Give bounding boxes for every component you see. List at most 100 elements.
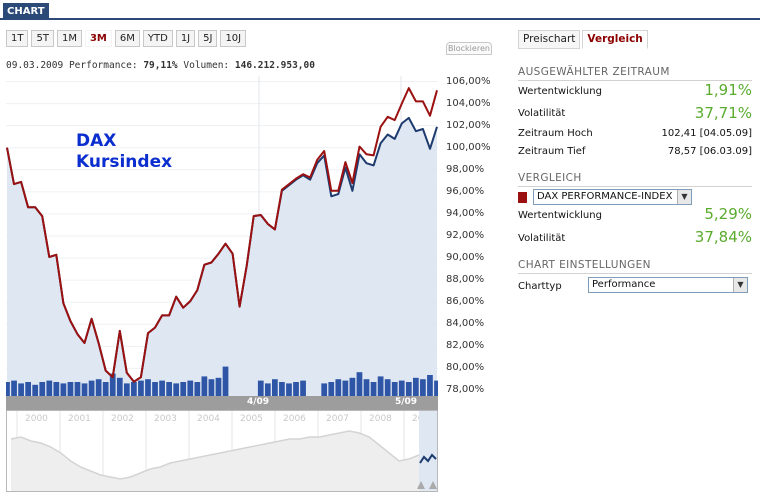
info-date: 09.03.2009 <box>6 60 64 71</box>
volume-bar <box>109 373 116 396</box>
y-tick-label: 98,00% <box>446 163 485 175</box>
charttyp-label: Charttyp <box>518 281 562 292</box>
month-tick: 5/09 <box>395 397 418 407</box>
period-tabs: 1T 5T 1M 3M 6M YTD 1J 5J 10J <box>6 30 247 47</box>
volume-bar <box>159 380 165 396</box>
y-tick-label: 86,00% <box>446 296 485 308</box>
info-performance-value: 79,11% <box>143 60 178 71</box>
zeitraum-tief-value: 78,57 [06.03.09] <box>667 146 752 157</box>
year-tick-label: 2008 <box>369 414 392 424</box>
volume-bar <box>145 379 151 396</box>
y-tick-label: 92,00% <box>446 230 485 241</box>
main-chart[interactable] <box>6 76 438 396</box>
volume-bar <box>272 379 278 396</box>
volume-bar <box>32 384 39 396</box>
left-handle-icon[interactable] <box>417 481 425 489</box>
info-volume-label: Volumen: <box>183 60 230 71</box>
chevron-down-icon[interactable]: ▼ <box>677 190 691 204</box>
right-panel-tabs: Preischart Vergleich <box>518 30 648 49</box>
y-tick-label: 106,00% <box>446 75 491 87</box>
y-tick-label: 102,00% <box>446 119 491 131</box>
right-handle-icon[interactable] <box>429 481 437 489</box>
month-tick: 4/09 <box>247 397 270 407</box>
charttyp-value: Performance <box>592 279 656 290</box>
wertentwicklung-value: 1,91% <box>704 81 752 99</box>
volume-bar <box>370 382 377 396</box>
volume-bar <box>384 379 391 396</box>
year-tick-label: 2000 <box>25 414 48 424</box>
year-tick-label: 2005 <box>240 414 263 424</box>
volume-bar <box>420 379 426 396</box>
volume-bar <box>194 382 201 396</box>
period-tab-5t[interactable]: 5T <box>31 30 54 47</box>
tab-preischart[interactable]: Preischart <box>518 30 581 49</box>
volume-bar <box>123 383 130 396</box>
volume-bar <box>39 382 46 396</box>
volume-bar <box>434 380 438 396</box>
volume-bar <box>95 379 102 396</box>
chevron-down-icon[interactable]: ▼ <box>733 278 747 292</box>
charttyp-select[interactable]: Performance ▼ <box>588 277 748 293</box>
blockieren-button[interactable]: Blockieren <box>446 42 492 55</box>
y-tick-label: 94,00% <box>446 207 485 219</box>
navigator-window-line <box>419 453 437 464</box>
period-tab-10j[interactable]: 10J <box>220 30 247 47</box>
zeitraum-hoch-value: 102,41 [04.05.09] <box>661 128 752 139</box>
navigator-chart[interactable]: 2000200120022003200420052006200720082009 <box>6 410 438 492</box>
y-tick-label: 82,00% <box>446 340 485 352</box>
compare-index-select[interactable]: DAX PERFORMANCE-INDEX ▼ <box>533 189 692 205</box>
volume-bar <box>208 379 215 396</box>
y-tick-label: 90,00% <box>446 252 485 264</box>
period-tab-ytd[interactable]: YTD <box>142 30 173 47</box>
volume-bar <box>405 382 412 396</box>
volume-bar <box>342 380 349 396</box>
volume-bar <box>363 379 370 396</box>
volume-bar <box>173 383 180 396</box>
info-line: 09.03.2009 Performance: 79,11% Volumen: … <box>6 60 315 71</box>
year-tick-label: 2004 <box>197 414 220 424</box>
period-tab-1t[interactable]: 1T <box>6 30 29 47</box>
volume-bars <box>6 366 438 396</box>
period-tab-6m[interactable]: 6M <box>114 30 140 47</box>
tab-vergleich[interactable]: Vergleich <box>582 30 648 49</box>
info-volume-value: 146.212.953,00 <box>234 60 315 71</box>
volatilitaet-value: 37,71% <box>694 104 752 122</box>
navigator-window[interactable] <box>419 411 437 491</box>
navigator-svg: 2000200120022003200420052006200720082009 <box>10 411 437 491</box>
volume-bar <box>427 375 433 396</box>
volume-bar <box>74 382 81 396</box>
volume-bar <box>286 383 292 396</box>
series-overlay-label: DAX Kursindex <box>76 131 172 173</box>
volume-bar <box>81 383 88 396</box>
compare-volatilitaet-label: Volatilität <box>518 233 566 244</box>
compare-wertentwicklung-label: Wertentwicklung <box>518 210 602 221</box>
y-tick-label: 100,00% <box>446 141 491 153</box>
volume-bar <box>279 382 285 396</box>
volume-bar <box>6 382 10 396</box>
y-tick-label: 84,00% <box>446 318 485 330</box>
volume-bar <box>222 366 229 396</box>
y-tick-label: 88,00% <box>446 274 485 286</box>
period-tab-1m[interactable]: 1M <box>56 30 82 47</box>
period-tab-5j[interactable]: 5J <box>198 30 218 47</box>
series-line-dax-performance[interactable] <box>6 87 438 383</box>
year-tick-label: 2007 <box>326 414 349 424</box>
period-tab-1j[interactable]: 1J <box>175 30 196 47</box>
y-tick-label: 96,00% <box>446 185 485 197</box>
volume-bar <box>18 383 24 396</box>
vergleich-title: VERGLEICH <box>518 172 752 187</box>
overlay-label-line1: DAX <box>76 131 117 151</box>
period-tab-3m[interactable]: 3M <box>84 30 112 47</box>
volume-bar <box>264 383 271 396</box>
compare-volatilitaet-value: 37,84% <box>694 228 752 246</box>
selected-period-title: AUSGEWÄHLTER ZEITRAUM <box>518 66 752 81</box>
volume-bar <box>180 382 187 396</box>
volume-bar <box>335 379 342 396</box>
volume-bar <box>67 382 74 396</box>
volume-bar <box>152 382 158 396</box>
zeitraum-tief-label: Zeitraum Tief <box>518 146 586 157</box>
volume-bar <box>116 377 123 396</box>
volume-bar <box>349 377 356 396</box>
year-tick-label: 2006 <box>283 414 306 424</box>
year-tick-label: 2003 <box>154 414 177 424</box>
